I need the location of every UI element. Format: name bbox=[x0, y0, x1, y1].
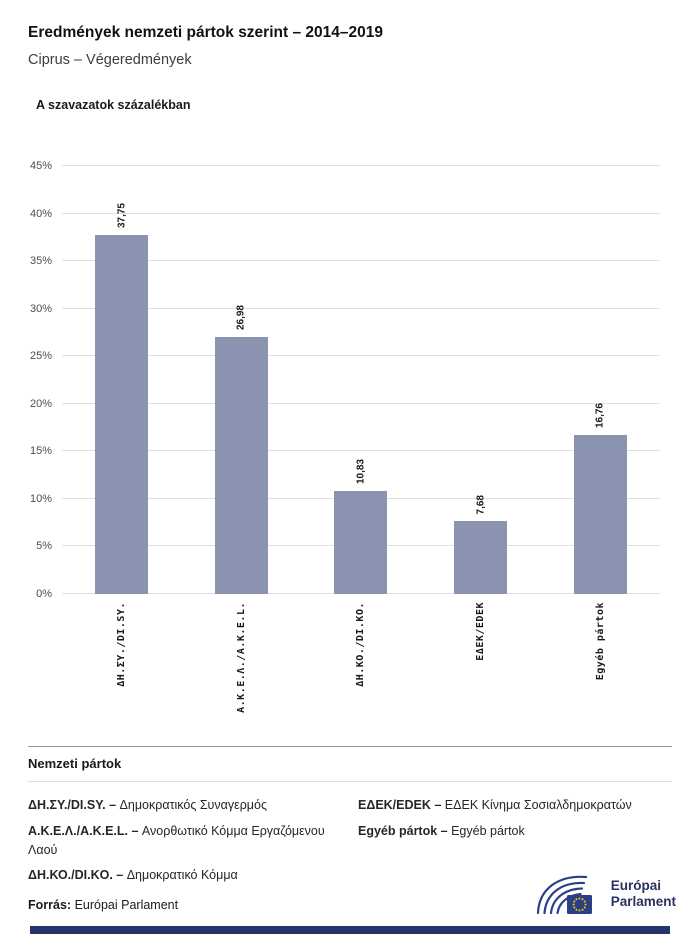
page-title: Eredmények nemzeti pártok szerint – 2014… bbox=[28, 24, 383, 41]
ep-logo-text: Európai Parlament bbox=[611, 878, 676, 909]
legend-column-right: ΕΔΕΚ/EDEK – ΕΔΕΚ Κίνημα Σοσιαλδημοκρατών… bbox=[358, 796, 672, 892]
y-tick-label: 35% bbox=[29, 255, 52, 268]
legend-item: ΕΔΕΚ/EDEK – ΕΔΕΚ Κίνημα Σοσιαλδημοκρατών bbox=[358, 798, 632, 812]
legend-item: ΔΗ.ΣΥ./DI.SY. – Δημοκρατικός Συναγερμός bbox=[28, 798, 267, 812]
gridline bbox=[62, 260, 660, 262]
x-tick-cell: ΔΗ.ΣΥ./DI.SY. bbox=[95, 602, 148, 724]
x-tick-label: Egyéb pártok bbox=[594, 602, 606, 681]
bottom-accent-bar bbox=[30, 926, 670, 934]
bar-value-label: 26,98 bbox=[235, 305, 247, 331]
page-subtitle: Ciprus – Végeredmények bbox=[28, 52, 192, 68]
x-tick-cell: Egyéb pártok bbox=[574, 602, 627, 724]
bar-3: 10,83 bbox=[334, 459, 388, 594]
legend-column-left: ΔΗ.ΣΥ./DI.SY. – Δημοκρατικός Συναγερμός Α… bbox=[28, 796, 358, 892]
gridline bbox=[62, 212, 660, 214]
ep-hemicycle-flag-icon bbox=[536, 875, 592, 915]
source-note: Forrás: Európai Parlament bbox=[28, 898, 178, 912]
legend-divider-top bbox=[28, 746, 672, 747]
bar-2: 26,98 bbox=[214, 305, 268, 594]
european-parliament-logo: Európai Parlament bbox=[536, 872, 676, 916]
y-tick-label: 5% bbox=[36, 540, 52, 553]
chart-plot: 37,75 26,98 10,83 7,68 16,76 0% 5% 10% 15% 20% 25… bbox=[30, 160, 660, 600]
legend-item: Egyéb pártok – Egyéb pártok bbox=[358, 823, 525, 838]
legend-title: Nemzeti pártok bbox=[28, 756, 122, 771]
gridline bbox=[62, 355, 660, 357]
ep-logo-text-line2: Parlament bbox=[610, 894, 676, 909]
legend-item: ΔΗ.ΚΟ./DI.KO. – Δημοκρατικό Κόμμα bbox=[28, 868, 238, 883]
x-tick-label: Α.Κ.Ε.Λ./A.K.E.L. bbox=[235, 602, 247, 713]
bar-value-label: 10,83 bbox=[355, 458, 367, 484]
x-tick-cell: Α.Κ.Ε.Λ./A.K.E.L. bbox=[215, 602, 268, 724]
bar-5: 16,76 bbox=[573, 403, 627, 594]
y-tick-label: 30% bbox=[29, 302, 52, 315]
x-tick-label: ΔΗ.ΣΥ./DI.SY. bbox=[116, 602, 128, 687]
legend-item: Α.Κ.Ε.Λ./A.K.E.L. – Ανορθωτικό Κόμμα Εργ… bbox=[28, 823, 325, 857]
chart-bars: 37,75 26,98 10,83 7,68 16,76 bbox=[62, 166, 660, 594]
x-tick-label: ΔΗ.ΚΟ./DI.KO. bbox=[355, 602, 367, 687]
y-tick-label: 15% bbox=[29, 445, 52, 458]
legend-divider-bottom bbox=[28, 781, 672, 782]
y-tick-label: 0% bbox=[36, 588, 52, 600]
y-tick-label: 10% bbox=[29, 492, 52, 505]
report-page: Eredmények nemzeti pártok szerint – 2014… bbox=[28, 24, 672, 892]
source-label: Forrás: bbox=[28, 898, 72, 912]
bar-value-label: 37,75 bbox=[116, 202, 128, 228]
chart-title: A szavazatok százalékban bbox=[36, 98, 191, 112]
gridline bbox=[62, 307, 660, 309]
x-tick-cell: ΔΗ.ΚΟ./DI.KO. bbox=[334, 602, 387, 724]
bar-value-label: 16,76 bbox=[594, 402, 606, 428]
x-tick-label: ΕΔΕΚ/EDEK bbox=[475, 602, 487, 661]
gridline bbox=[62, 165, 660, 166]
ep-logo-text-line1: Európai bbox=[610, 878, 661, 894]
source-value: Európai Parlament bbox=[74, 898, 179, 912]
gridline bbox=[62, 402, 660, 404]
y-tick-label: 45% bbox=[29, 160, 52, 172]
legend-section: Nemzeti pártok ΔΗ.ΣΥ./DI.SY. – Δημοκρατι… bbox=[28, 746, 672, 892]
bar-1: 37,75 bbox=[95, 203, 149, 594]
x-tick-cell: ΕΔΕΚ/EDEK bbox=[454, 602, 507, 724]
legend-items: ΔΗ.ΣΥ./DI.SY. – Δημοκρατικός Συναγερμός Α… bbox=[28, 796, 672, 892]
bar-chart: 37,75 26,98 10,83 7,68 16,76 0% 5% 10% 15% 20% 25… bbox=[30, 160, 660, 724]
chart-x-axis: ΔΗ.ΣΥ./DI.SY. Α.Κ.Ε.Λ./A.K.E.L. ΔΗ.ΚΟ./DI.… bbox=[62, 602, 660, 724]
gridline bbox=[62, 450, 660, 452]
y-tick-label: 40% bbox=[29, 207, 52, 220]
bar-4: 7,68 bbox=[454, 495, 508, 594]
y-tick-label: 25% bbox=[29, 350, 52, 363]
y-tick-label: 20% bbox=[29, 397, 52, 410]
bar-value-label: 7,68 bbox=[475, 494, 487, 514]
